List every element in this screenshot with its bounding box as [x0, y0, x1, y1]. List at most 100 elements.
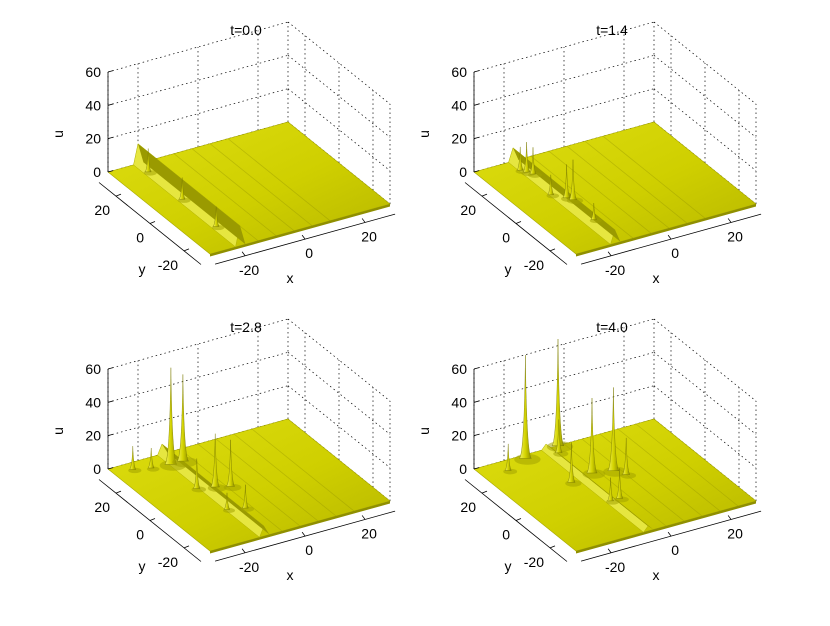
z-tick-label: 40: [85, 394, 101, 410]
x-tick: [361, 515, 366, 520]
z-tick-label: 0: [459, 461, 467, 477]
surface-edge: [576, 204, 756, 257]
y-tick: [115, 193, 122, 197]
x-axis-label: x: [653, 567, 660, 583]
surface-ripple: [602, 135, 706, 219]
surface-peak: [147, 447, 155, 469]
surface-ripple: [215, 438, 319, 522]
y-tick: [481, 193, 488, 197]
z-tick-label: 60: [451, 361, 467, 377]
y-tick: [149, 518, 156, 521]
x-tick: [667, 531, 672, 537]
surface-ripple: [233, 433, 337, 517]
z-axis: 60 40 20 0 u: [416, 64, 480, 180]
z-tick-label: 0: [93, 164, 101, 180]
x-axis-label: x: [287, 270, 294, 286]
z-tick-label: 20: [451, 131, 467, 147]
y-tick-label: 20: [94, 499, 110, 515]
z-tick-label: 20: [85, 428, 101, 444]
surface-ripple: [191, 148, 295, 231]
surface-panel-2: t=1.4 60 40 20 0 u 20 0 -20 y -20 0 20 x: [416, 21, 762, 286]
surface-peak: [586, 397, 598, 474]
surface-peak: [212, 206, 220, 227]
surface-ripple: [617, 428, 721, 512]
x-tick: [667, 234, 672, 240]
x-tick: [241, 548, 246, 554]
x-axis-label: x: [287, 567, 294, 583]
z-tick: [473, 70, 480, 73]
z-tick: [473, 367, 480, 370]
z-axis-label: u: [416, 427, 432, 435]
surface-peak: [555, 419, 563, 453]
surface-peak: [178, 177, 186, 200]
y-tick: [549, 248, 556, 252]
y-tick-label: 0: [502, 230, 510, 246]
grid-line: [473, 54, 655, 106]
x-axis: -20 0 20 x: [580, 510, 762, 583]
z-tick: [107, 433, 114, 437]
y-tick-label: -20: [524, 257, 544, 273]
y-tick: [515, 518, 522, 521]
grid-line: [287, 385, 391, 468]
surface-peak: [516, 146, 524, 171]
surface-ripple: [251, 428, 355, 512]
grid-line: [473, 351, 655, 403]
y-axis-label: y: [139, 558, 146, 574]
y-tick: [183, 248, 190, 252]
z-tick: [473, 433, 480, 437]
x-tick-label: 0: [671, 542, 679, 558]
surface-peak: [529, 147, 537, 175]
grid-line: [107, 351, 289, 403]
panel-title: t=2.8: [230, 319, 262, 335]
surface-peak: [567, 442, 576, 483]
surface-ripple: [599, 433, 703, 517]
z-axis: 60 40 20 0 u: [416, 361, 480, 477]
z-tick: [107, 103, 114, 106]
surface-peak: [607, 477, 614, 502]
y-tick-label: 0: [136, 527, 144, 543]
y-tick: [183, 545, 190, 549]
z-tick: [107, 170, 114, 173]
z-tick: [107, 467, 114, 470]
z-tick: [473, 136, 480, 140]
y-tick-label: 20: [94, 202, 110, 218]
surface-ripples: [530, 135, 706, 239]
x-tick-label: -20: [605, 262, 625, 278]
x-axis-label: x: [653, 270, 660, 286]
z-tick: [107, 136, 114, 140]
z-axis-label: u: [50, 130, 66, 138]
surface-ripple: [548, 150, 652, 234]
surface-peak: [144, 148, 152, 173]
surface-ripple: [566, 145, 670, 229]
z-tick-label: 40: [451, 97, 467, 113]
y-tick-label: 20: [460, 202, 476, 218]
z-tick-label: 20: [451, 428, 467, 444]
z-axis: 60 40 20 0 u: [50, 64, 114, 180]
z-tick: [473, 400, 480, 403]
y-tick-label: -20: [158, 257, 178, 273]
surface-peak: [164, 367, 178, 465]
grid-line: [653, 88, 757, 171]
x-tick: [607, 251, 612, 257]
z-tick: [473, 467, 480, 470]
surface-peak: [176, 374, 190, 462]
z-tick: [107, 367, 114, 370]
surface-peak: [242, 484, 249, 509]
surface-edge: [576, 501, 756, 554]
surface-ripple: [209, 143, 313, 226]
y-axis: 20 0 -20 y: [460, 182, 568, 277]
surface-plane: [107, 121, 391, 255]
z-tick-label: 60: [451, 64, 467, 80]
y-tick: [515, 221, 522, 224]
grid-line: [287, 352, 391, 435]
x-tick-label: 20: [361, 228, 377, 244]
z-axis: 60 40 20 0 u: [50, 361, 114, 477]
x-axis: -20 0 20 x: [214, 213, 396, 286]
surface-peak: [210, 433, 220, 488]
x-tick: [727, 515, 732, 520]
y-axis-label: y: [505, 558, 512, 574]
x-tick-label: 20: [727, 525, 743, 541]
surface-peak: [226, 439, 236, 487]
wave-ridge-back: [138, 143, 246, 245]
x-tick: [361, 218, 366, 223]
